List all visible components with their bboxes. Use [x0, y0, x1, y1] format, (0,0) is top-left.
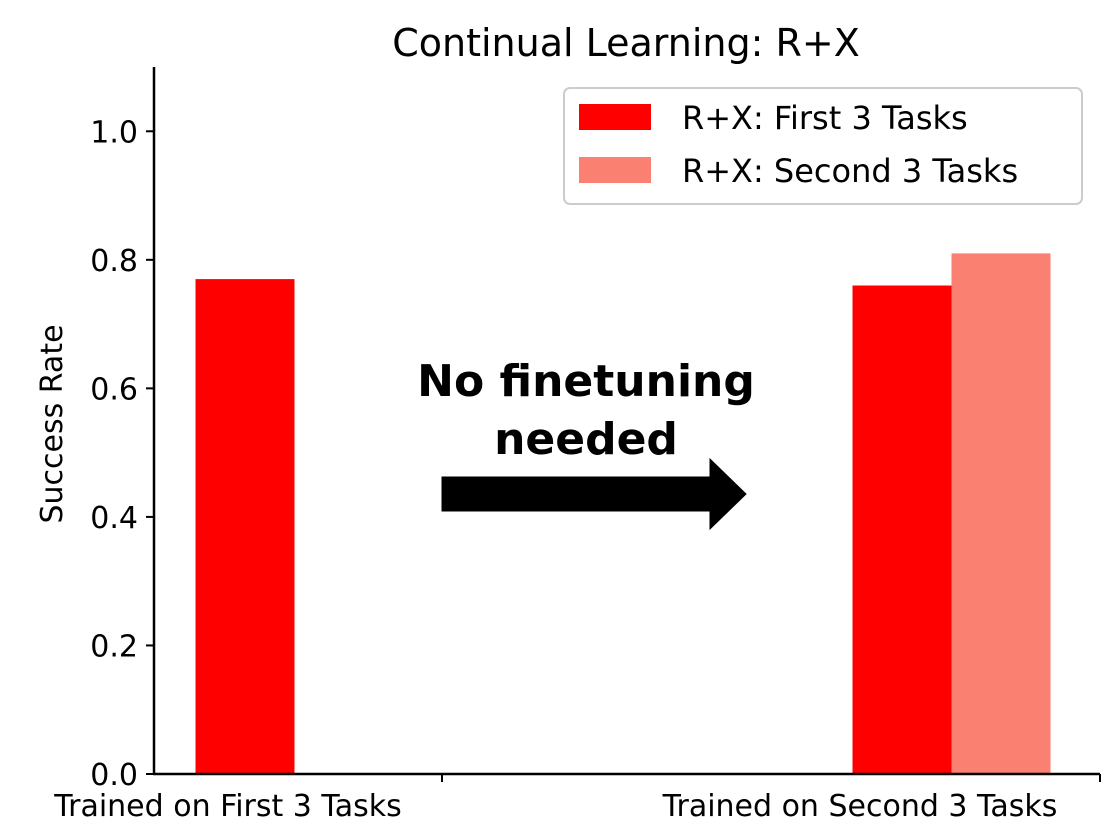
y-tick-label: 0.2	[90, 629, 138, 664]
right-arrow-icon	[441, 457, 747, 531]
legend-label-first-3-tasks: R+X: First 3 Tasks	[682, 99, 968, 137]
legend: R+X: First 3 Tasks R+X: Second 3 Tasks	[563, 87, 1083, 205]
legend-swatch-first-3-tasks	[579, 104, 651, 130]
x-tick-label: Trained on Second 3 Tasks	[662, 789, 1058, 824]
y-tick-label: 0.0	[90, 758, 138, 793]
bar-series-0-cat-1	[852, 285, 952, 774]
legend-label-second-3-tasks: R+X: Second 3 Tasks	[682, 152, 1018, 190]
y-axis-label: Success Rate	[35, 324, 70, 523]
legend-box	[563, 87, 1083, 205]
y-tick-label: 0.8	[90, 244, 138, 279]
axes	[152, 67, 1100, 776]
bar-series-0-cat-0	[195, 279, 295, 774]
legend-swatch-second-3-tasks	[579, 157, 651, 183]
bar-series-1-cat-1	[951, 253, 1051, 774]
x-ticks-group: Trained on First 3 Tasks Trained on Secon…	[53, 774, 1101, 824]
x-tick-label: Trained on First 3 Tasks	[53, 789, 402, 824]
chart-title: Continual Learning: R+X	[392, 21, 860, 65]
y-tick-label: 0.4	[90, 501, 138, 536]
y-tick-label: 0.6	[90, 372, 138, 407]
annotation-line-1: No finetuning	[417, 356, 755, 407]
y-ticks-group: 0.0 0.2 0.4 0.6 0.8 1.0	[90, 115, 154, 793]
bars-group	[195, 253, 1051, 774]
y-tick-label: 1.0	[90, 115, 138, 150]
annotation: No finetuning needed	[417, 356, 755, 531]
annotation-line-2: needed	[494, 414, 678, 465]
